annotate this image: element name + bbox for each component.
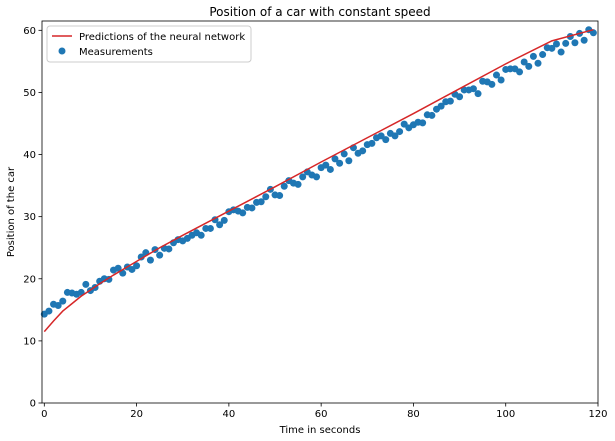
measurement-point (276, 192, 284, 200)
measurement-point (322, 161, 330, 169)
x-tick-label: 60 (315, 409, 328, 420)
x-tick-label: 0 (41, 409, 47, 420)
chart-title: Position of a car with constant speed (209, 5, 430, 19)
measurement-point (474, 90, 482, 98)
measurement-point (340, 150, 348, 158)
chart-marks (40, 26, 597, 333)
measurement-point (437, 102, 445, 110)
measurement-point (419, 119, 427, 127)
legend-entry-predictions: Predictions of the neural network (79, 32, 245, 43)
measurement-point (146, 256, 154, 264)
legend: Predictions of the neural network Measur… (46, 25, 252, 63)
measurement-point (299, 173, 307, 181)
legend-entry-measurements: Measurements (79, 47, 153, 58)
measurement-point (391, 132, 399, 140)
measurement-point (220, 216, 228, 224)
measurement-point (368, 139, 376, 147)
measurement-point (239, 209, 247, 217)
measurement-point (280, 182, 288, 190)
measurement-point (262, 193, 270, 201)
plot-background (42, 21, 598, 403)
measurement-point (114, 264, 122, 272)
measurement-point (520, 58, 528, 66)
measurement-point (331, 155, 339, 163)
axes-frame (41, 20, 599, 404)
y-tick-label: 60 (23, 26, 36, 37)
x-tick-label: 120 (588, 409, 607, 420)
measurement-point (456, 93, 464, 101)
y-tick-label: 0 (30, 399, 36, 410)
x-tick-label: 100 (496, 409, 515, 420)
measurement-point (492, 71, 500, 79)
measurement-point (580, 36, 588, 44)
measurement-point (562, 39, 570, 47)
measurement-point (165, 245, 173, 253)
measurement-point (156, 251, 164, 259)
measurement-point (345, 157, 353, 165)
measurement-point (133, 262, 141, 270)
measurement-point (137, 253, 145, 261)
measurement-point (548, 44, 556, 52)
measurement-point (382, 136, 390, 144)
measurement-point (248, 204, 256, 212)
x-axis-label: Time in seconds (279, 425, 361, 436)
measurement-point (488, 80, 496, 88)
measurement-point (469, 85, 477, 93)
y-tick-label: 40 (23, 150, 36, 161)
measurement-point (446, 97, 454, 105)
chart-ticks: 0 20 40 60 80 100 120 0 10 20 30 40 50 60 (23, 26, 607, 420)
x-tick-label: 80 (407, 409, 420, 420)
measurement-point (428, 111, 436, 119)
x-tick-label: 40 (223, 409, 236, 420)
measurement-point (313, 173, 321, 181)
plot-area (42, 21, 598, 403)
prediction-line (43, 28, 594, 333)
measurement-point (497, 76, 505, 84)
measurement-point (525, 62, 533, 70)
measurement-point (45, 307, 53, 315)
measurement-point (54, 301, 62, 309)
measurement-point (396, 128, 404, 136)
legend-marker-swatch (58, 47, 66, 55)
measurement-point (206, 224, 214, 232)
y-tick-label: 10 (23, 336, 36, 347)
measurement-point (571, 39, 579, 47)
measurement-point (552, 40, 560, 48)
measurement-point (82, 280, 90, 288)
measurement-point (59, 297, 67, 305)
y-axis-label: Position of the car (6, 166, 17, 257)
measurement-point (359, 147, 367, 155)
measurement-point (534, 59, 542, 67)
y-tick-label: 50 (23, 88, 36, 99)
measurement-point (216, 221, 224, 229)
measurement-point (539, 51, 547, 59)
measurement-point (557, 48, 565, 56)
x-tick-label: 20 (130, 409, 143, 420)
measurement-point (589, 29, 597, 37)
measurement-point (326, 165, 334, 173)
chart-axes (41, 20, 599, 404)
y-tick-label: 20 (23, 274, 36, 285)
measurement-point (294, 180, 302, 188)
measurement-point (197, 231, 205, 239)
measurement-point (516, 68, 524, 76)
legend-box (46, 25, 252, 63)
y-tick-label: 30 (23, 212, 36, 223)
measurement-point (257, 198, 265, 206)
measurement-point (529, 52, 537, 60)
measurement-point (336, 159, 344, 167)
